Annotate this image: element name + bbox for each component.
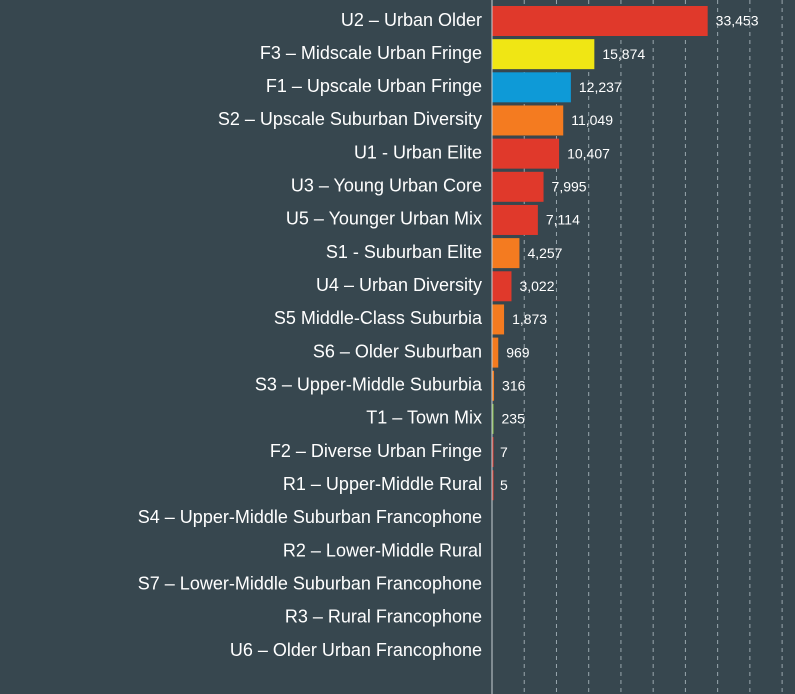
bar: [492, 337, 499, 368]
y-tick-label: S3 – Upper-Middle Suburbia: [255, 375, 483, 395]
y-tick-label: U3 – Young Urban Core: [291, 176, 482, 196]
y-tick-label: R3 – Rural Francophone: [285, 607, 482, 627]
value-label: 5: [500, 477, 508, 493]
value-label: 7: [500, 444, 508, 460]
bar: [492, 138, 560, 169]
bar: [492, 271, 512, 302]
y-tick-label: S1 - Suburban Elite: [326, 242, 482, 262]
y-tick-label: F1 – Upscale Urban Fringe: [266, 76, 482, 96]
value-label: 3,022: [519, 278, 554, 294]
bar: [492, 204, 538, 235]
value-label: 1,873: [512, 311, 547, 327]
y-tick-label: U6 – Older Urban Francophone: [230, 640, 482, 660]
value-label: 316: [502, 377, 526, 393]
bar: [492, 437, 494, 468]
bar: [492, 72, 571, 103]
value-label: 15,874: [602, 46, 645, 62]
y-tick-label: S2 – Upscale Suburban Diversity: [218, 109, 482, 129]
bar: [492, 238, 520, 269]
bar: [492, 6, 708, 36]
bar: [492, 105, 564, 136]
bar: [492, 304, 505, 335]
y-tick-label: U1 - Urban Elite: [354, 142, 482, 162]
y-tick-label: F3 – Midscale Urban Fringe: [260, 43, 482, 63]
y-tick-label: U4 – Urban Diversity: [316, 275, 482, 295]
bar: [492, 370, 495, 401]
y-tick-label: S6 – Older Suburban: [313, 341, 482, 361]
y-tick-label: R1 – Upper-Middle Rural: [283, 474, 482, 494]
y-tick-label: R2 – Lower-Middle Rural: [283, 540, 482, 560]
bar: [492, 470, 494, 501]
value-label: 235: [502, 411, 526, 427]
value-label: 12,237: [579, 79, 622, 95]
value-label: 7,114: [546, 212, 580, 228]
value-label: 11,049: [571, 112, 613, 128]
value-label: 10,407: [567, 145, 610, 161]
value-label: 33,453: [716, 13, 759, 29]
y-tick-label: S7 – Lower-Middle Suburban Francophone: [138, 573, 482, 593]
y-tick-label: F2 – Diverse Urban Fringe: [270, 441, 482, 461]
y-tick-label: S4 – Upper-Middle Suburban Francophone: [138, 507, 482, 527]
y-tick-label: T1 – Town Mix: [366, 408, 482, 428]
bar: [492, 39, 595, 70]
value-label: 4,257: [527, 245, 562, 261]
value-label: 7,995: [552, 179, 587, 195]
bar: [492, 171, 544, 202]
y-tick-label: S5 Middle-Class Suburbia: [274, 308, 483, 328]
y-tick-label: U5 – Younger Urban Mix: [286, 209, 482, 229]
bar: [492, 403, 494, 434]
y-tick-label: U2 – Urban Older: [341, 10, 482, 30]
value-label: 969: [506, 344, 530, 360]
